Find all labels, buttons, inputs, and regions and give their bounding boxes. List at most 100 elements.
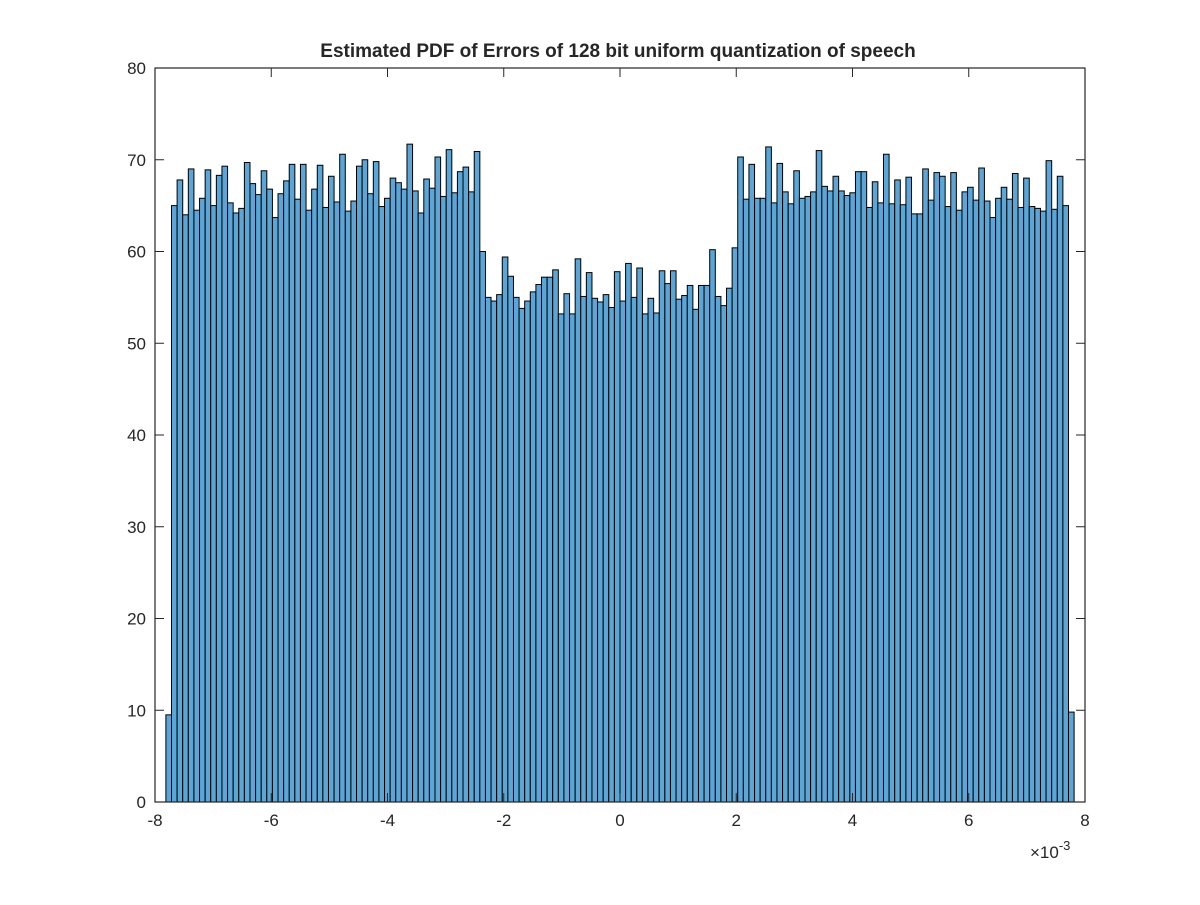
histogram-bar bbox=[468, 191, 475, 803]
histogram-bar bbox=[580, 295, 587, 803]
histogram-bar bbox=[692, 308, 699, 803]
histogram-bar bbox=[983, 200, 991, 803]
histogram-bar bbox=[832, 175, 840, 803]
histogram-bar bbox=[563, 293, 571, 803]
histogram-bar bbox=[961, 191, 969, 803]
histogram-bar bbox=[950, 172, 957, 803]
histogram-bar bbox=[451, 192, 458, 803]
histogram-bar bbox=[288, 163, 296, 803]
histogram-bar bbox=[759, 197, 767, 803]
histogram-bar bbox=[720, 305, 728, 803]
histogram-bar bbox=[412, 190, 419, 803]
histogram-bar bbox=[445, 149, 453, 803]
x-axis-exponent-label: ×10-3 bbox=[1030, 838, 1070, 862]
histogram-bar bbox=[972, 199, 980, 803]
y-tick-label: 70 bbox=[127, 151, 146, 170]
histogram-bar bbox=[238, 207, 245, 803]
histogram-bar bbox=[854, 171, 862, 803]
histogram-bar bbox=[165, 714, 173, 803]
histogram-bar bbox=[1011, 173, 1019, 803]
histogram-bar bbox=[294, 198, 301, 803]
histogram-bar bbox=[199, 197, 206, 803]
histogram-bar bbox=[524, 300, 531, 803]
histogram-bar bbox=[765, 146, 772, 803]
histogram-bar bbox=[726, 287, 733, 803]
histogram-bar bbox=[361, 159, 369, 803]
histogram-bar bbox=[232, 212, 240, 803]
histogram-bar bbox=[602, 294, 610, 803]
histogram-bar bbox=[204, 169, 212, 803]
histogram-bar bbox=[843, 195, 851, 803]
histogram-bar bbox=[995, 197, 1002, 803]
histogram-bar bbox=[877, 202, 884, 803]
y-tick-label: 80 bbox=[127, 59, 146, 78]
histogram-bar bbox=[473, 150, 481, 803]
histogram-bar bbox=[1028, 206, 1036, 803]
histogram-bar bbox=[496, 294, 503, 803]
histogram-bar bbox=[1034, 207, 1041, 803]
histogram-bar bbox=[686, 284, 694, 803]
histogram-bar bbox=[1006, 198, 1013, 803]
histogram-bar bbox=[905, 176, 913, 803]
x-axis-exponent-base: ×10 bbox=[1030, 843, 1059, 862]
histogram-bar bbox=[344, 210, 352, 803]
histogram-bar bbox=[176, 179, 184, 803]
histogram-bar bbox=[255, 194, 262, 803]
histogram-bar bbox=[546, 276, 554, 803]
histogram-bar bbox=[372, 161, 380, 803]
histogram-bar bbox=[1039, 210, 1047, 803]
histogram-bar bbox=[1067, 711, 1075, 803]
histogram-bar bbox=[187, 168, 195, 803]
histogram-bar bbox=[552, 269, 559, 803]
x-tick-label: -8 bbox=[147, 811, 162, 830]
histogram-bar bbox=[754, 197, 761, 803]
histogram-bar bbox=[888, 203, 896, 803]
x-tick-label: 8 bbox=[1080, 811, 1089, 830]
histogram-bar bbox=[557, 313, 565, 803]
x-tick-label: -4 bbox=[380, 811, 395, 830]
histogram-bar bbox=[860, 171, 868, 803]
histogram-bar bbox=[821, 185, 828, 803]
histogram-bar bbox=[507, 275, 514, 803]
histogram-bar bbox=[871, 181, 879, 803]
histogram-bar bbox=[395, 182, 402, 803]
histogram-bar bbox=[894, 179, 901, 803]
histogram-bar bbox=[815, 150, 823, 803]
histogram-bar bbox=[456, 171, 464, 803]
histogram-bar bbox=[518, 307, 526, 803]
histogram-bar bbox=[322, 206, 329, 803]
histogram-bar bbox=[978, 167, 985, 803]
histogram-bar bbox=[283, 180, 290, 803]
histogram-bar bbox=[171, 205, 178, 803]
histogram-bar bbox=[955, 209, 963, 803]
histogram-bar bbox=[400, 188, 408, 803]
histogram-bar bbox=[742, 198, 750, 803]
histogram-bar bbox=[647, 297, 655, 803]
x-tick-label: 0 bbox=[615, 811, 624, 830]
histogram-bar bbox=[1017, 206, 1025, 803]
histogram-bar bbox=[277, 193, 285, 803]
histogram-bar bbox=[574, 258, 582, 803]
histogram-bar bbox=[597, 301, 604, 803]
histogram-bar bbox=[967, 186, 974, 803]
histogram-bar bbox=[350, 200, 358, 803]
y-tick-label: 0 bbox=[137, 793, 146, 812]
y-tick-label: 40 bbox=[127, 426, 146, 445]
histogram-bar bbox=[944, 206, 952, 803]
histogram-bar bbox=[356, 165, 363, 803]
histogram-bar bbox=[731, 247, 739, 803]
histogram-bar bbox=[748, 163, 756, 803]
histogram-bar bbox=[681, 295, 688, 803]
histogram-bar bbox=[625, 262, 632, 803]
y-tick-label: 60 bbox=[127, 243, 146, 262]
histogram-bar bbox=[1000, 186, 1008, 803]
histogram-bar bbox=[215, 174, 223, 803]
histogram-bar bbox=[428, 187, 436, 803]
histogram-bar bbox=[1051, 208, 1058, 803]
histogram-bar bbox=[664, 283, 671, 803]
histogram-bar bbox=[440, 195, 447, 803]
histogram-bar bbox=[316, 164, 324, 803]
histogram-bar bbox=[378, 206, 386, 803]
histogram-bar bbox=[669, 270, 677, 803]
